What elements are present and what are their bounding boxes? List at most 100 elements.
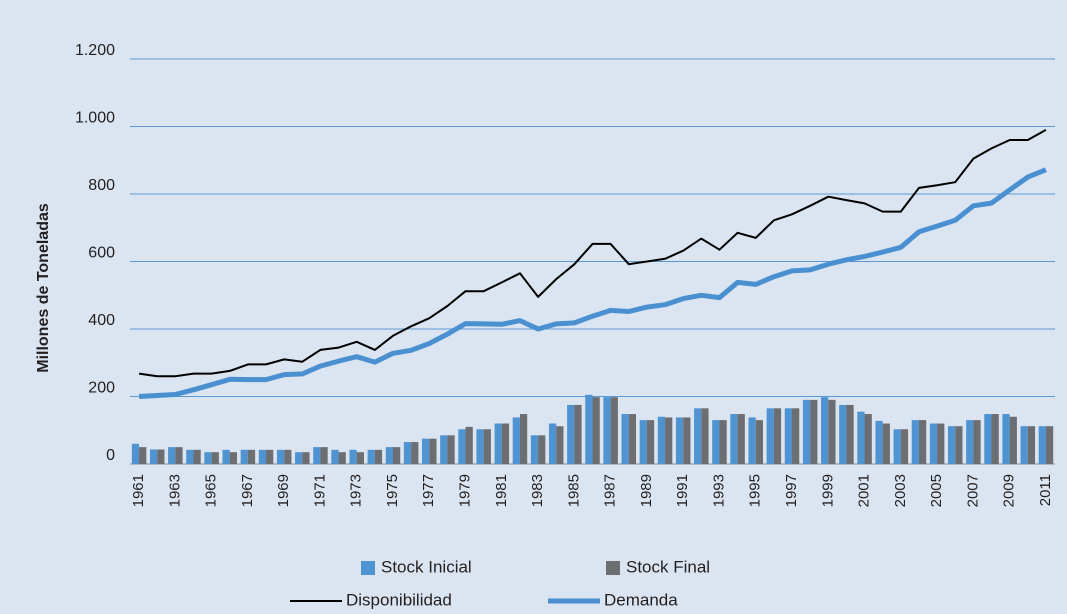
- bar: [548, 423, 557, 464]
- bar: [204, 452, 212, 464]
- bar: [429, 438, 437, 464]
- bar: [483, 429, 491, 464]
- x-tick-label: 1975: [384, 474, 401, 507]
- x-tick-label: 1961: [130, 474, 147, 507]
- y-tick-label: 0: [106, 447, 115, 464]
- bar: [465, 426, 473, 464]
- line: [138, 167, 1047, 399]
- bar: [646, 420, 655, 464]
- bar: [574, 404, 582, 464]
- bar: [494, 423, 502, 464]
- bar: [1020, 426, 1028, 464]
- bar: [476, 429, 484, 464]
- bar: [719, 420, 727, 464]
- bar: [320, 447, 328, 464]
- bar: [530, 435, 539, 464]
- x-tick-label: 1995: [747, 474, 764, 507]
- bar: [331, 449, 339, 464]
- bar: [186, 449, 194, 464]
- bar: [385, 447, 393, 464]
- bar: [810, 399, 818, 464]
- bar: [1009, 416, 1017, 464]
- bar: [846, 404, 854, 464]
- bar: [276, 449, 285, 464]
- bar: [284, 449, 292, 464]
- bar: [222, 449, 230, 464]
- bar: [701, 408, 709, 464]
- x-tick-label: 1977: [420, 474, 437, 507]
- bar: [893, 429, 901, 464]
- bar: [748, 417, 756, 464]
- bar: [440, 435, 448, 464]
- legend-label: Demanda: [604, 590, 678, 609]
- bar: [900, 429, 909, 464]
- bar: [519, 414, 528, 464]
- y-tick-label: 400: [88, 312, 115, 329]
- x-tick-label: 1999: [819, 474, 836, 507]
- bar: [766, 408, 774, 464]
- bar: [665, 417, 673, 464]
- bar: [193, 449, 201, 464]
- legend-swatch: [361, 561, 375, 575]
- bar: [229, 452, 238, 464]
- bar: [356, 452, 364, 464]
- x-tick-label: 1987: [602, 474, 619, 507]
- x-tick-label: 1973: [348, 474, 365, 507]
- x-tick-label: 1991: [674, 474, 691, 507]
- bar: [610, 397, 618, 464]
- bar: [349, 449, 357, 464]
- bar: [157, 449, 165, 464]
- x-tick-label: 1993: [710, 474, 727, 507]
- x-tick-label: 2007: [964, 474, 981, 507]
- bar: [628, 414, 637, 464]
- legend-swatch: [606, 561, 620, 575]
- bar: [139, 447, 147, 464]
- bar: [828, 399, 836, 464]
- bar: [538, 435, 546, 464]
- bar: [937, 423, 945, 464]
- bar: [792, 408, 800, 464]
- bar: [447, 435, 455, 464]
- bar: [683, 417, 691, 464]
- x-tick-label: 2011: [1037, 474, 1054, 506]
- bar: [675, 417, 684, 464]
- bar: [621, 414, 629, 464]
- bar: [784, 408, 793, 464]
- legend-label: Stock Final: [626, 557, 710, 576]
- bar: [585, 394, 593, 464]
- bar: [403, 442, 412, 464]
- x-tick-label: 2003: [892, 474, 909, 507]
- bar: [338, 452, 346, 464]
- bar: [458, 429, 466, 464]
- line: [138, 129, 1047, 378]
- bar: [973, 420, 981, 464]
- bar: [639, 420, 647, 464]
- bar: [1002, 414, 1010, 464]
- bar: [592, 397, 600, 464]
- x-tick-label: 1967: [239, 474, 256, 507]
- x-tick-label: 2009: [1001, 474, 1018, 507]
- y-tick-label: 1.000: [75, 110, 115, 127]
- bar: [1027, 426, 1036, 464]
- bar: [864, 414, 872, 464]
- bar: [712, 420, 720, 464]
- x-tick-label: 1963: [166, 474, 183, 507]
- x-tick-label: 2005: [928, 474, 945, 507]
- bar: [131, 443, 140, 464]
- bar: [911, 420, 919, 464]
- bar: [240, 449, 248, 464]
- y-tick-label: 200: [88, 380, 115, 397]
- bar: [955, 426, 963, 464]
- bar: [1045, 426, 1054, 464]
- y-tick-label: 600: [88, 245, 115, 262]
- x-tick-label: 1989: [638, 474, 655, 507]
- bar: [302, 452, 310, 464]
- bar: [773, 408, 782, 464]
- bar: [882, 423, 890, 464]
- y-axis-label: Millones de Toneladas: [35, 203, 52, 373]
- bar: [175, 447, 183, 464]
- bar: [694, 408, 702, 464]
- bar: [875, 420, 883, 464]
- bar: [947, 426, 956, 464]
